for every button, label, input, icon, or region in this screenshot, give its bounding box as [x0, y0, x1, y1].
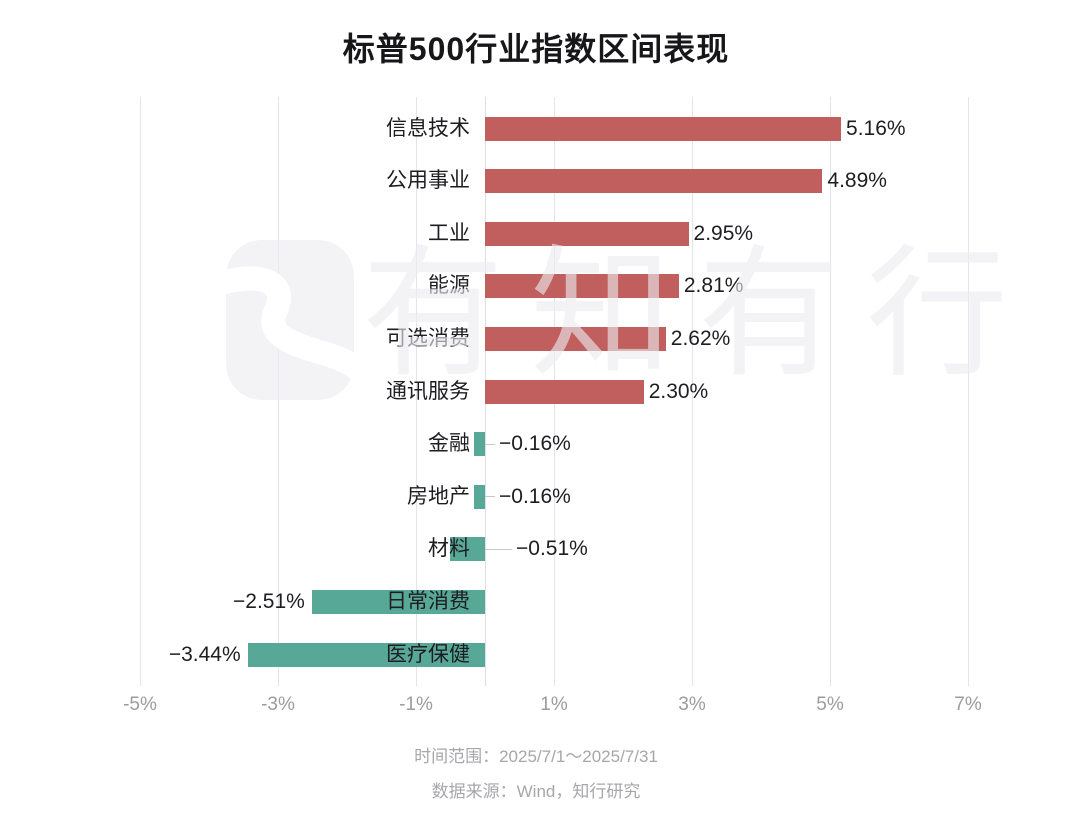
- watermark-text: 有知有行: [362, 235, 1034, 394]
- value-label: −3.44%: [168, 642, 241, 666]
- value-label: 2.62%: [670, 326, 731, 350]
- category-label: 通讯服务: [386, 379, 470, 403]
- x-axis-tick-label: 3%: [678, 694, 706, 715]
- value-label: 2.95%: [693, 221, 754, 245]
- x-axis-tick-label: 7%: [954, 694, 982, 715]
- value-label: 2.81%: [683, 274, 744, 298]
- value-leader-line: [485, 548, 512, 550]
- bar: [485, 116, 842, 141]
- category-label: 日常消费: [386, 589, 470, 613]
- value-label: 4.89%: [827, 169, 887, 193]
- gridline: [416, 97, 417, 686]
- value-leader-line: [485, 496, 495, 498]
- category-label: 医疗保健: [386, 642, 470, 666]
- category-label: 信息技术: [386, 116, 470, 140]
- gridline: [968, 97, 969, 686]
- value-label: 5.16%: [846, 116, 906, 140]
- bar: [485, 379, 644, 404]
- value-label: 2.30%: [648, 379, 709, 403]
- bar: [485, 169, 823, 194]
- bar: [247, 642, 485, 667]
- x-axis-tick-label: -3%: [261, 694, 295, 715]
- bar: [449, 537, 485, 562]
- chart-title: 标普500行业指数区间表现: [342, 31, 730, 67]
- category-label: 房地产: [407, 484, 470, 508]
- category-label: 金融: [428, 432, 470, 456]
- x-axis-tick-label: 5%: [816, 694, 844, 715]
- category-label: 可选消费: [386, 326, 470, 350]
- category-label: 材料: [428, 537, 470, 561]
- youzhiyouxing-logo-icon: [226, 240, 354, 400]
- footer-data-source: 数据来源：Wind，知行研究: [431, 782, 641, 801]
- gridline: [830, 97, 831, 686]
- value-label: −2.51%: [233, 589, 305, 613]
- gridline: [140, 97, 141, 686]
- category-label: 能源: [428, 274, 470, 298]
- bar: [485, 221, 689, 246]
- x-axis-tick-label: 1%: [540, 694, 568, 715]
- value-label: −0.16%: [499, 432, 571, 456]
- gridline: [692, 97, 693, 686]
- category-label: 公用事业: [386, 169, 470, 193]
- category-label: 工业: [428, 221, 470, 245]
- bar: [485, 274, 679, 299]
- x-axis-tick-label: -1%: [399, 694, 433, 715]
- x-axis-tick-label: -5%: [123, 694, 157, 715]
- bar: [473, 484, 485, 509]
- bar: [485, 326, 666, 351]
- bar: [311, 589, 485, 614]
- value-label: −0.51%: [516, 537, 588, 561]
- value-label: −0.16%: [499, 484, 571, 508]
- value-leader-line: [485, 443, 495, 445]
- bar: [473, 432, 485, 457]
- footer-time-range: 时间范围：2025/7/1～2025/7/31: [414, 747, 658, 766]
